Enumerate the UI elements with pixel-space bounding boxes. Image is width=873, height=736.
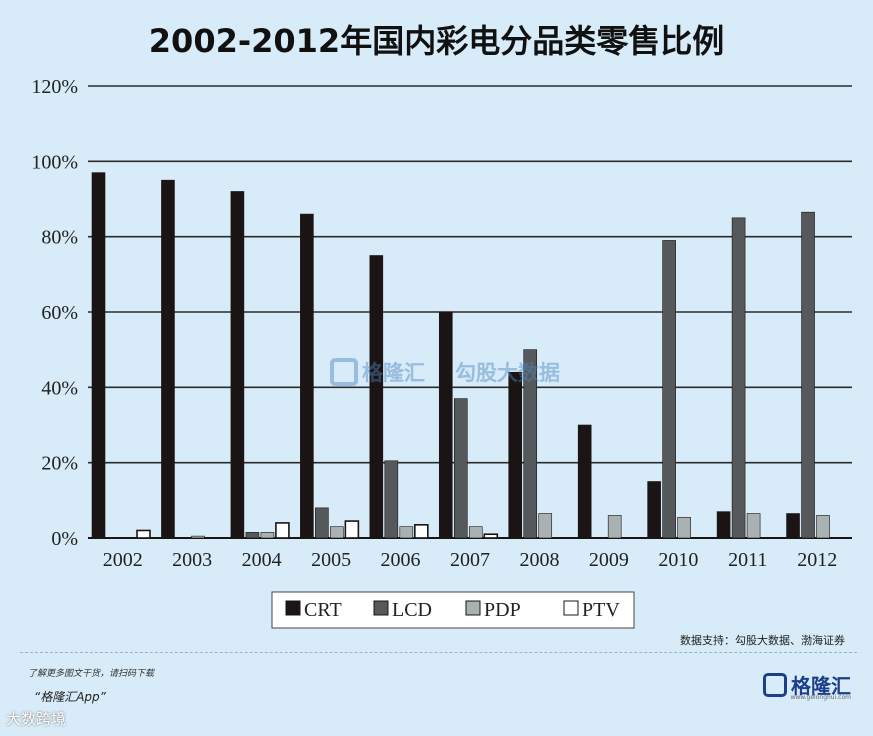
bar-crt-2007 (438, 311, 453, 539)
legend-label-ptv: PTV (582, 599, 620, 621)
bar-pdp-2005 (330, 526, 344, 539)
legend-swatch-lcd (373, 600, 389, 616)
bar-crt-2002 (91, 172, 106, 539)
legend-swatch-pdp (465, 600, 481, 616)
bar-crt-2012 (786, 513, 800, 539)
bar-pdp-2003 (191, 535, 205, 539)
bar-ptv-2007 (483, 533, 499, 539)
bar-ptv-2006 (414, 524, 429, 539)
bar-pdp-2008 (538, 513, 553, 539)
brand-url: www.gelonghui.com (790, 694, 851, 701)
bar-crt-2006 (369, 255, 384, 539)
legend-label-crt: CRT (304, 599, 342, 621)
watermark-logo-icon (330, 358, 358, 386)
bar-crt-2003 (161, 179, 175, 539)
bars (91, 172, 830, 539)
bar-pdp-2012 (816, 515, 830, 539)
footer-brand: 格隆汇 www.gelonghui.com (763, 670, 851, 701)
bar-crt-2005 (300, 213, 314, 539)
footer-note: 了解更多图文干货，请扫码下载 (28, 669, 155, 679)
x-tick-label: 2010 (658, 549, 698, 571)
y-axis-ticks: 0% 20% 40% 60% 80% 100% 120% (31, 76, 78, 550)
x-axis-ticks: 2002 2003 2004 2005 2006 2007 2008 2009 2010 2011… (103, 549, 838, 571)
legend-swatch-crt (285, 600, 301, 616)
legend-label-lcd: LCD (392, 599, 432, 621)
bar-lcd-2010 (662, 240, 676, 539)
weibo-watermark: 大数跨境 (6, 710, 67, 728)
bar-lcd-2004 (245, 532, 260, 539)
bar-pdp-2007 (468, 526, 483, 539)
x-tick-label: 2006 (381, 549, 421, 571)
bar-ptv-2002 (136, 529, 151, 539)
x-tick-label: 2004 (242, 549, 282, 571)
watermark-brand: 格隆汇 (362, 361, 425, 385)
x-tick-label: 2005 (311, 549, 351, 571)
chart-title: 2002-2012年国内彩电分品类零售比例 (148, 22, 725, 60)
bar-lcd-2006 (384, 460, 399, 539)
divider (20, 652, 857, 653)
gridlines (88, 85, 852, 539)
bar-lcd-2008 (523, 349, 538, 539)
bar-lcd-2005 (315, 507, 329, 539)
legend-label-pdp: PDP (484, 599, 521, 621)
brand-logo-icon (763, 672, 787, 697)
brand-name: 格隆汇 (791, 674, 851, 698)
bar-chart: 0%20%40%60%80%100%120% 2002 2003 2004 2005 2… (31, 76, 852, 629)
y-tick-label: 120% (31, 76, 78, 98)
bar-pdp-2011 (746, 513, 761, 539)
bar-pdp-2009 (607, 515, 622, 539)
bar-pdp-2004 (260, 532, 275, 539)
y-tick-label: 100% (31, 151, 78, 173)
bar-ptv-2005 (344, 520, 360, 539)
bar-crt-2010 (647, 481, 661, 539)
y-tick-label: 0% (51, 528, 78, 550)
bar-crt-2004 (230, 191, 245, 539)
x-tick-label: 2011 (728, 549, 767, 571)
bar-lcd-2011 (731, 217, 746, 539)
bar-ptv-2004 (275, 522, 290, 539)
source-note: 数据支持：勾股大数据、渤海证券 (680, 634, 845, 647)
y-tick-label: 40% (41, 377, 78, 399)
bar-pdp-2006 (399, 526, 414, 539)
watermark: 格隆汇 勾股大数据 (330, 357, 560, 387)
x-tick-label: 2009 (589, 549, 629, 571)
y-tick-label: 20% (41, 453, 78, 475)
bar-pdp-2010 (677, 516, 691, 539)
bar-crt-2011 (716, 511, 731, 539)
x-tick-label: 2007 (450, 549, 490, 571)
y-tick-label: 80% (41, 227, 78, 249)
bar-crt-2009 (577, 424, 592, 539)
bar-crt-2008 (508, 371, 523, 539)
y-tick-label: 60% (41, 302, 78, 324)
x-tick-label: 2008 (519, 549, 559, 571)
bar-lcd-2007 (453, 398, 468, 539)
footer-app-name: “格隆汇App” (34, 690, 106, 704)
x-tick-label: 2003 (172, 549, 212, 571)
x-tick-label: 2012 (797, 549, 837, 571)
watermark-brand2: 勾股大数据 (455, 361, 560, 385)
x-tick-label: 2002 (103, 549, 143, 571)
bar-lcd-2012 (801, 211, 815, 539)
legend: CRT LCD PDP PTV (271, 591, 635, 629)
legend-swatch-ptv (563, 600, 579, 616)
